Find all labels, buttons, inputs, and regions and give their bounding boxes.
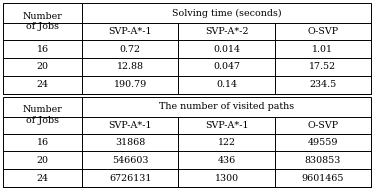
Text: 16: 16 xyxy=(37,44,49,54)
Text: 20: 20 xyxy=(37,156,49,165)
Text: 24: 24 xyxy=(37,174,49,183)
Text: 122: 122 xyxy=(218,138,236,147)
Text: 830853: 830853 xyxy=(305,156,341,165)
Text: SVP-A*-1: SVP-A*-1 xyxy=(108,121,152,130)
Text: 16: 16 xyxy=(37,138,49,147)
Bar xyxy=(3,97,371,187)
Text: 436: 436 xyxy=(217,156,236,165)
Text: 1.01: 1.01 xyxy=(312,44,333,54)
Text: 12.88: 12.88 xyxy=(117,62,144,71)
Text: 1300: 1300 xyxy=(215,174,239,183)
Text: Number
of Jobs: Number of Jobs xyxy=(23,105,62,125)
Text: 24: 24 xyxy=(37,80,49,89)
Text: 0.047: 0.047 xyxy=(213,62,240,71)
Text: SVP-A*-1: SVP-A*-1 xyxy=(205,121,248,130)
Text: Number
of Jobs: Number of Jobs xyxy=(23,12,62,31)
Text: O-SVP: O-SVP xyxy=(307,121,338,130)
Text: 190.79: 190.79 xyxy=(114,80,147,89)
Text: 234.5: 234.5 xyxy=(309,80,337,89)
Text: 0.014: 0.014 xyxy=(213,44,240,54)
Text: 17.52: 17.52 xyxy=(309,62,337,71)
Text: The number of visited paths: The number of visited paths xyxy=(159,102,294,111)
Text: SVP-A*-1: SVP-A*-1 xyxy=(108,27,152,36)
Bar xyxy=(3,3,371,93)
Text: 49559: 49559 xyxy=(307,138,338,147)
Text: 0.72: 0.72 xyxy=(120,44,141,54)
Text: SVP-A*-2: SVP-A*-2 xyxy=(205,27,248,36)
Text: 20: 20 xyxy=(37,62,49,71)
Text: 31868: 31868 xyxy=(115,138,145,147)
Text: 546603: 546603 xyxy=(112,156,148,165)
Text: Solving time (seconds): Solving time (seconds) xyxy=(172,9,281,18)
Text: O-SVP: O-SVP xyxy=(307,27,338,36)
Text: 9601465: 9601465 xyxy=(301,174,344,183)
Text: 0.14: 0.14 xyxy=(216,80,237,89)
Text: 6726131: 6726131 xyxy=(109,174,151,183)
